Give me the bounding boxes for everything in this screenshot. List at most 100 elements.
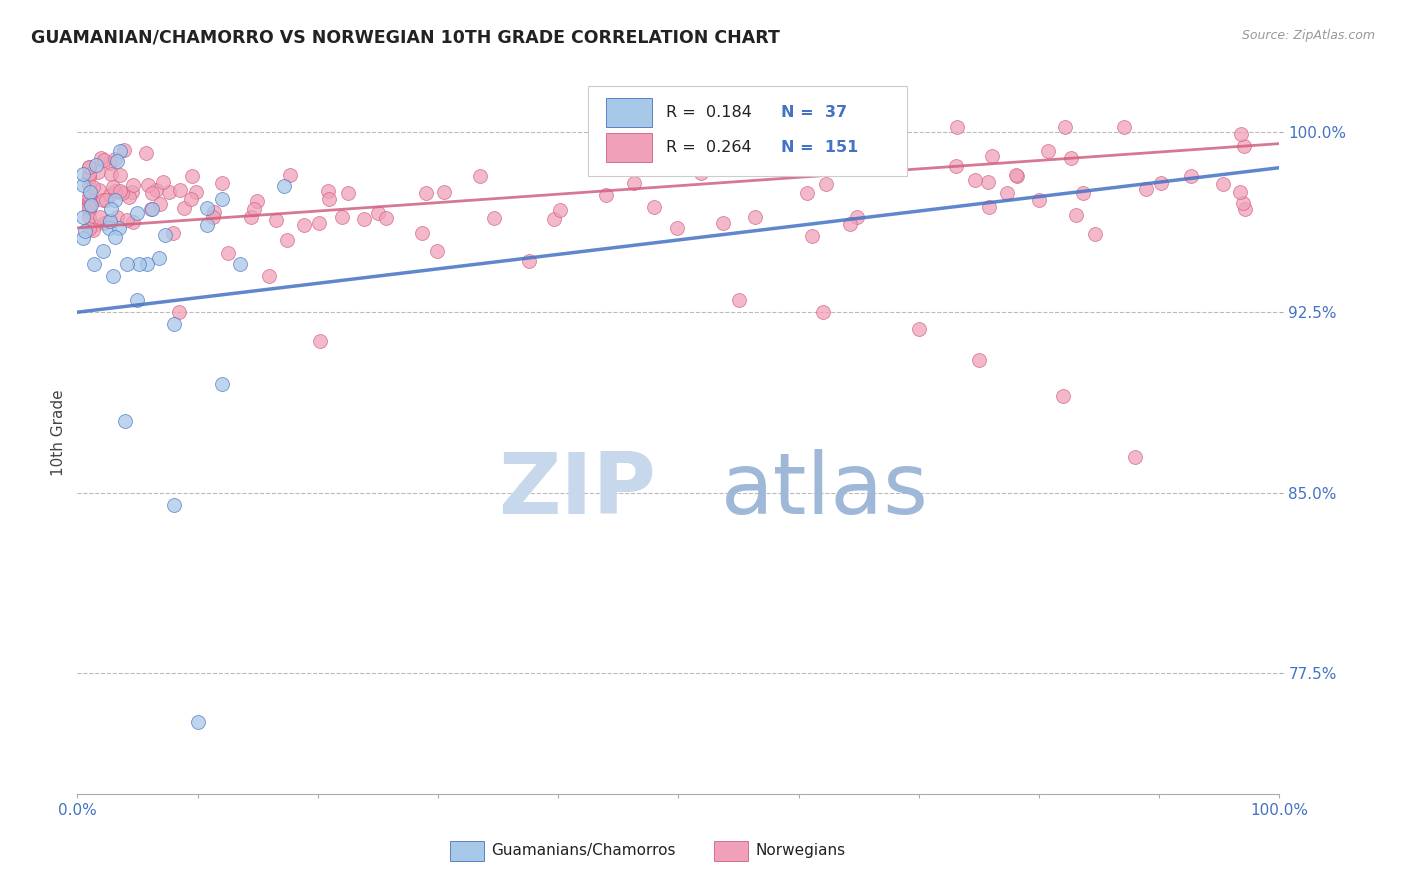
Text: R =  0.264: R = 0.264 <box>666 140 752 154</box>
FancyBboxPatch shape <box>606 98 652 127</box>
Point <box>846 211 869 225</box>
Point <box>80 198 103 212</box>
Point <box>79 201 101 215</box>
Text: N =  151: N = 151 <box>780 140 858 154</box>
Point <box>155 227 177 242</box>
Point <box>72 167 94 181</box>
Point <box>337 186 360 200</box>
Point <box>976 175 998 189</box>
Point <box>180 169 202 183</box>
Point <box>689 166 711 180</box>
Point <box>1112 120 1135 134</box>
Point <box>118 190 141 204</box>
Point <box>665 220 688 235</box>
Point <box>316 184 339 198</box>
Point <box>136 178 159 192</box>
Point <box>79 196 101 211</box>
Point <box>1052 389 1074 403</box>
Point <box>643 200 665 214</box>
Point <box>79 222 101 236</box>
Point <box>1135 182 1157 196</box>
Point <box>173 202 195 216</box>
FancyBboxPatch shape <box>588 86 907 176</box>
Point <box>278 168 301 182</box>
Point <box>228 257 250 271</box>
Point <box>79 161 101 175</box>
Point <box>108 184 131 198</box>
Point <box>330 210 353 224</box>
Point <box>169 183 191 197</box>
Point <box>186 714 209 729</box>
Point <box>145 183 167 197</box>
Point <box>838 217 860 231</box>
Point <box>139 202 162 216</box>
Point <box>141 202 163 216</box>
Point <box>468 169 491 184</box>
Point <box>627 153 650 167</box>
Point <box>135 145 157 160</box>
Point <box>110 144 132 158</box>
Point <box>543 212 565 227</box>
Point <box>184 185 207 199</box>
Point <box>727 293 749 307</box>
Point <box>79 178 101 193</box>
Point <box>548 202 571 217</box>
Text: N =  37: N = 37 <box>780 105 846 120</box>
Point <box>426 244 449 258</box>
Point <box>1230 127 1253 141</box>
Point <box>79 185 101 199</box>
Point <box>112 143 135 157</box>
Point <box>264 213 287 227</box>
Point <box>149 197 172 211</box>
Point <box>1071 186 1094 200</box>
Point <box>623 176 645 190</box>
Point <box>83 256 105 270</box>
Text: Guamanians/Chamorros: Guamanians/Chamorros <box>491 844 675 858</box>
Point <box>711 216 734 230</box>
Point <box>242 202 264 217</box>
Point <box>97 220 120 235</box>
Point <box>217 246 239 260</box>
Point <box>104 153 127 167</box>
Point <box>122 178 145 193</box>
Point <box>433 186 456 200</box>
Point <box>108 220 131 235</box>
Point <box>93 216 115 230</box>
Point <box>167 304 190 318</box>
Point <box>195 219 218 233</box>
Point <box>79 195 101 210</box>
Point <box>195 201 218 215</box>
Point <box>89 210 111 224</box>
Point <box>963 172 986 186</box>
Point <box>1232 195 1254 210</box>
Point <box>276 233 298 247</box>
Point <box>97 214 120 228</box>
Point <box>679 158 702 172</box>
Point <box>73 224 96 238</box>
Point <box>246 194 269 209</box>
Point <box>87 165 110 179</box>
FancyBboxPatch shape <box>606 133 652 161</box>
Point <box>98 188 121 202</box>
Point <box>595 188 617 202</box>
Point <box>107 153 129 168</box>
Point <box>211 193 233 207</box>
Point <box>122 215 145 229</box>
Point <box>90 152 112 166</box>
Point <box>1005 169 1028 183</box>
Point <box>744 211 766 225</box>
Point <box>162 498 184 512</box>
Point <box>801 229 824 244</box>
Point <box>104 230 127 244</box>
Text: GUAMANIAN/CHAMORRO VS NORWEGIAN 10TH GRADE CORRELATION CHART: GUAMANIAN/CHAMORRO VS NORWEGIAN 10TH GRA… <box>31 29 780 46</box>
Point <box>977 200 1000 214</box>
Point <box>202 204 225 219</box>
Point <box>127 206 149 220</box>
Point <box>83 218 105 232</box>
Point <box>135 257 157 271</box>
Point <box>117 213 139 227</box>
Point <box>353 211 375 226</box>
Point <box>367 205 389 219</box>
Point <box>72 210 94 224</box>
Point <box>201 210 224 224</box>
